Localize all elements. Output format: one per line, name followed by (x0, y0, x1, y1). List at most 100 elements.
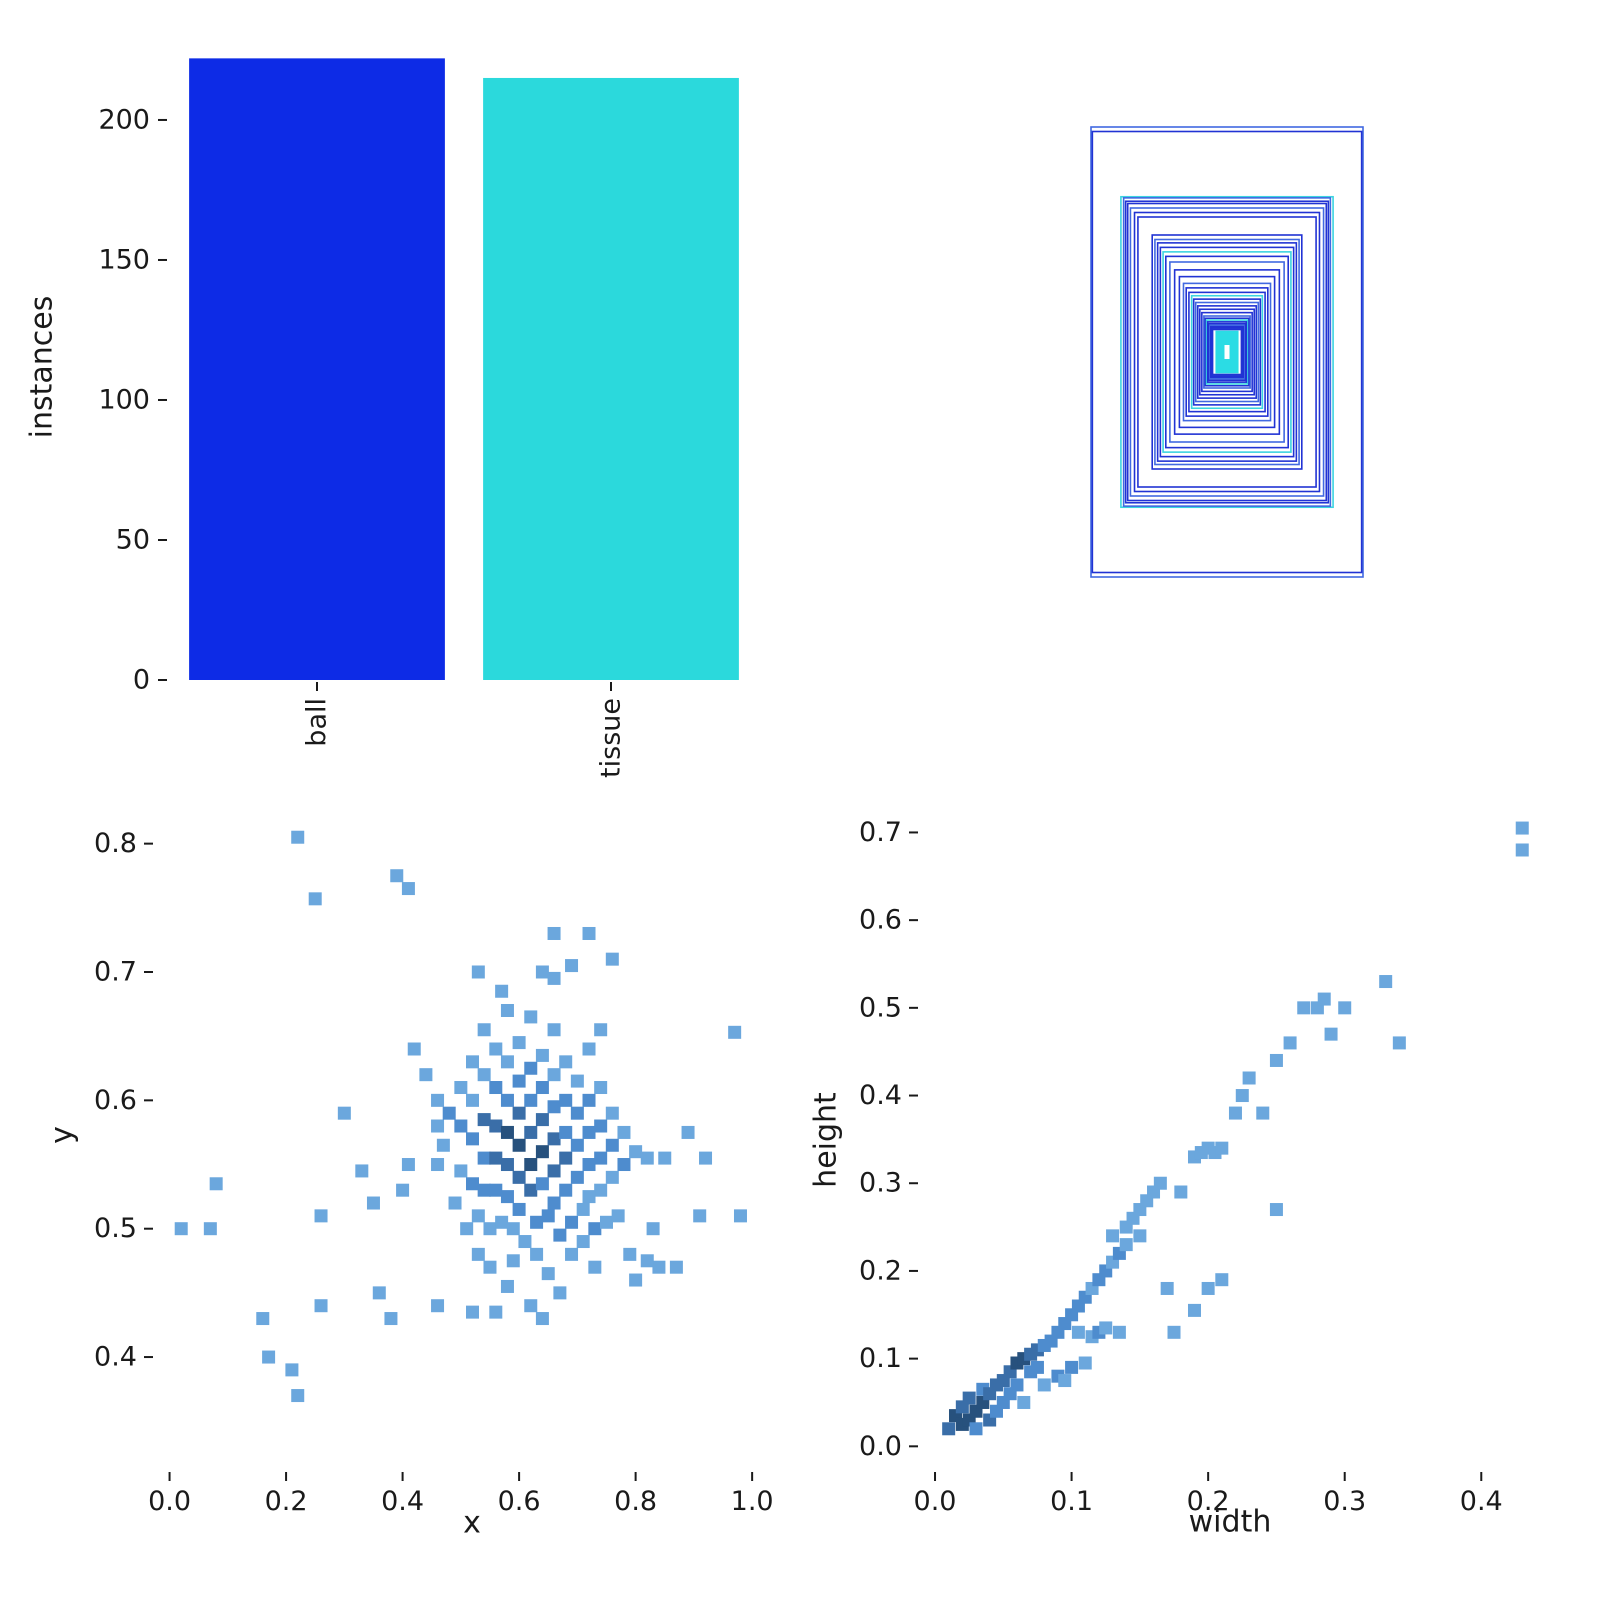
heatmap-cell (594, 1151, 608, 1165)
heatmap-cell (495, 1215, 509, 1229)
heatmap-cell (262, 1350, 276, 1364)
bounding-box-outline (1196, 305, 1258, 399)
y-tick-label: 0.6 (94, 1085, 137, 1116)
y-tick-label: 0.3 (859, 1168, 902, 1199)
bounding-box-outline (1178, 275, 1276, 429)
heatmap-cell (617, 1158, 631, 1172)
bounding-box-outline (1129, 207, 1325, 497)
heatmap-cell (594, 1081, 608, 1095)
heatmap-cell (969, 1422, 983, 1436)
heatmap-cell (547, 1023, 561, 1037)
heatmap-cell (559, 1183, 573, 1197)
heatmap-cell (535, 1081, 549, 1095)
heatmap-cell (1112, 1325, 1126, 1339)
bounding-box-outline (1162, 251, 1292, 453)
bounding-box-outline (1126, 202, 1328, 502)
heatmap-cell (1119, 1238, 1133, 1252)
heatmap-cell (489, 1119, 503, 1133)
heatmap-cell (500, 1055, 514, 1069)
bounding-box-outline (1192, 298, 1262, 406)
heatmap-cell (530, 1215, 544, 1229)
y-tick-label: 0.2 (859, 1255, 902, 1286)
heatmap-cell (512, 1202, 526, 1216)
x-tick-label: 0.4 (381, 1486, 424, 1517)
heatmap-cell (506, 1222, 520, 1236)
heatmap-cell (669, 1260, 683, 1274)
heatmap-cell (1324, 1027, 1338, 1041)
y-tick-label: 0.4 (94, 1342, 137, 1373)
heatmap-cell (1256, 1106, 1270, 1120)
heatmap-cell (454, 1164, 468, 1178)
heatmap-cell (547, 1132, 561, 1146)
bounding-box-outline (1159, 246, 1295, 458)
heatmap-cell (599, 1215, 613, 1229)
heatmap-cell (640, 1254, 654, 1268)
y-tick-label: 50 (116, 524, 150, 555)
heatmap-cell (471, 1247, 485, 1261)
heatmap-cell (565, 1247, 579, 1261)
heatmap-cell (582, 1190, 596, 1204)
x-tick-label-tissue: tissue (596, 698, 627, 778)
bounding-box-overlay-plot (1090, 126, 1364, 578)
heatmap-cell (1215, 1141, 1229, 1155)
heatmap-cell (489, 1305, 503, 1319)
center-location-heatmap-plot: 0.0 0.2 0.4 0.6 0.8 1.0 0.4 0.5 0.6 0.7 0.8 (94, 828, 774, 1517)
heatmap-cell (314, 1209, 328, 1223)
heatmap-cell (419, 1068, 433, 1082)
heatmap-cell (1215, 1273, 1229, 1287)
heatmap-cell (512, 1138, 526, 1152)
heatmap-cell (1174, 1185, 1188, 1199)
heatmap-cell (489, 1042, 503, 1056)
heatmap-cell (500, 1003, 514, 1017)
heatmap-cell (1071, 1325, 1085, 1339)
heatmap-cell (1160, 1281, 1174, 1295)
heatmap-cell (203, 1222, 217, 1236)
heatmap-cell (524, 1061, 538, 1075)
heatmap-cell (565, 959, 579, 973)
heatmap-cell (1133, 1229, 1147, 1243)
x-tick-label-ball: ball (302, 698, 333, 747)
heatmap-cell (512, 1170, 526, 1184)
heatmap-cell (500, 1279, 514, 1293)
heatmap-cell (524, 1158, 538, 1172)
heatmap-cell (582, 1158, 596, 1172)
y-tick-label: 0 (133, 665, 150, 696)
heatmap-cell (588, 1222, 602, 1236)
heatmap-cell (466, 1177, 479, 1191)
heatmap-cell (605, 1170, 619, 1184)
bounding-box-outline (1204, 317, 1250, 387)
heatmap-cell (1228, 1106, 1242, 1120)
bounding-box-outline (1133, 211, 1321, 493)
bounding-box-outline (1210, 326, 1244, 379)
bounding-box-outline (1190, 294, 1264, 410)
heatmap-cell (588, 1260, 602, 1274)
heatmap-cell (366, 1196, 380, 1210)
heatmap-cell (617, 1125, 631, 1139)
heatmap-cell (559, 1151, 573, 1165)
heatmap-cell (477, 1068, 491, 1082)
heatmap-cell (489, 1151, 503, 1165)
heatmap-cell (629, 1273, 643, 1287)
heatmap-cell (942, 1422, 956, 1436)
y-tick-label: 0.7 (94, 956, 137, 987)
heatmap-cell (524, 1093, 538, 1107)
heatmap-cell (541, 1209, 555, 1223)
heatmap-cell (1099, 1321, 1113, 1335)
heatmap-cell (466, 1132, 479, 1146)
x-tick-label: 0.8 (614, 1486, 657, 1517)
heatmap-cell (570, 1106, 584, 1120)
heatmap-cell (1283, 1036, 1297, 1050)
heatmap-cell (308, 892, 322, 906)
y-tick-label: 0.4 (859, 1080, 902, 1111)
heatmap-cell (209, 1177, 223, 1191)
heatmap-cell (535, 1177, 549, 1191)
heatmap-cell (431, 1158, 445, 1172)
heatmap-cell (337, 1106, 351, 1120)
heatmap-cell (535, 1113, 549, 1127)
heatmap-cell (512, 1036, 526, 1050)
heatmap-cell (1242, 1071, 1256, 1085)
heatmap-cell (1167, 1325, 1181, 1339)
heatmap-cell (483, 1222, 497, 1236)
heatmap-cell (174, 1222, 188, 1236)
